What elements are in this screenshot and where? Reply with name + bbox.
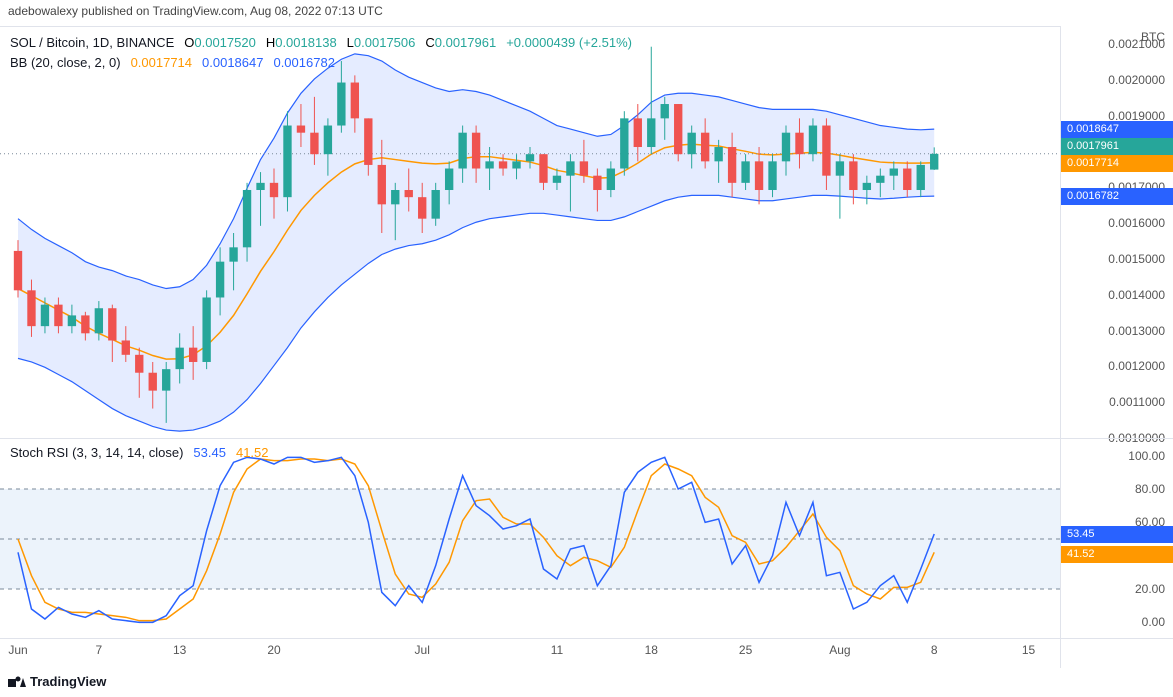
rsi-tag: 53.45	[1061, 526, 1173, 543]
rsi-tick: 0.00	[1142, 615, 1165, 629]
price-axis[interactable]: BTC 0.00210000.00200000.00190000.0018000…	[1060, 26, 1173, 438]
axis-corner	[1060, 638, 1173, 668]
time-tick: Jul	[415, 643, 430, 657]
time-tick: 7	[95, 643, 102, 657]
price-tick: 0.0020000	[1108, 73, 1165, 87]
price-tick: 0.0014000	[1108, 288, 1165, 302]
rsi-tick: 100.00	[1128, 449, 1165, 463]
publish-author: adebowalexy	[8, 4, 78, 18]
rsi-tick: 20.00	[1135, 582, 1165, 596]
publish-site: TradingView.com	[153, 4, 244, 18]
price-tick: 0.0013000	[1108, 324, 1165, 338]
time-tick: 8	[931, 643, 938, 657]
ohlc-open: 0.0017520	[194, 35, 255, 50]
price-tag: 0.0017714	[1061, 155, 1173, 172]
ohlc-change: +0.0000439 (+2.51%)	[506, 35, 632, 50]
ohlc-low: 0.0017506	[354, 35, 415, 50]
publish-date: Aug 08, 2022 07:13 UTC	[250, 4, 383, 18]
rsi-chart[interactable]: Stoch RSI (3, 3, 14, 14, close) 53.45 41…	[0, 438, 1060, 638]
rsi-tag: 41.52	[1061, 546, 1173, 563]
time-tick: Aug	[829, 643, 850, 657]
ohlc-close: 0.0017961	[435, 35, 496, 50]
rsi-chart-canvas	[0, 439, 1060, 639]
bb-mid: 0.0017714	[131, 55, 192, 70]
rsi-label[interactable]: Stoch RSI (3, 3, 14, 14, close)	[10, 445, 183, 460]
bb-lower: 0.0016782	[273, 55, 334, 70]
bb-upper: 0.0018647	[202, 55, 263, 70]
time-tick: 25	[739, 643, 752, 657]
publish-info: adebowalexy published on TradingView.com…	[8, 4, 383, 18]
time-tick: 15	[1022, 643, 1035, 657]
price-tick: 0.0012000	[1108, 359, 1165, 373]
price-tag: 0.0016782	[1061, 188, 1173, 205]
price-tick: 0.0015000	[1108, 252, 1165, 266]
main-chart[interactable]: SOL / Bitcoin, 1D, BINANCE O0.0017520 H0…	[0, 26, 1060, 438]
rsi-d: 41.52	[236, 445, 269, 460]
tradingview-logo[interactable]: TradingView	[8, 674, 106, 689]
rsi-tick: 80.00	[1135, 482, 1165, 496]
symbol-legend: SOL / Bitcoin, 1D, BINANCE O0.0017520 H0…	[10, 35, 632, 50]
price-tick: 0.0021000	[1108, 37, 1165, 51]
bb-label[interactable]: BB (20, close, 2, 0)	[10, 55, 121, 70]
time-tick: Jun	[8, 643, 27, 657]
symbol-pair[interactable]: SOL / Bitcoin, 1D, BINANCE	[10, 35, 174, 50]
time-tick: 11	[551, 643, 563, 657]
main-chart-canvas	[0, 27, 1060, 439]
time-tick: 20	[267, 643, 280, 657]
time-tick: 13	[173, 643, 186, 657]
price-tag: 0.0018647	[1061, 121, 1173, 138]
ohlc-high: 0.0018138	[275, 35, 336, 50]
time-tick: 18	[645, 643, 658, 657]
rsi-axis[interactable]: 100.0080.0060.0040.0020.000.0053.4541.52	[1060, 438, 1173, 638]
price-tick: 0.0016000	[1108, 216, 1165, 230]
tradingview-icon	[8, 676, 26, 688]
rsi-legend: Stoch RSI (3, 3, 14, 14, close) 53.45 41…	[10, 445, 269, 460]
bb-legend: BB (20, close, 2, 0) 0.0017714 0.0018647…	[10, 55, 335, 70]
price-tick: 0.0011000	[1109, 395, 1165, 409]
time-axis[interactable]: Jun 7 13 20 Jul 11 18 25 Aug 8 15	[0, 638, 1060, 668]
rsi-k: 53.45	[193, 445, 226, 460]
